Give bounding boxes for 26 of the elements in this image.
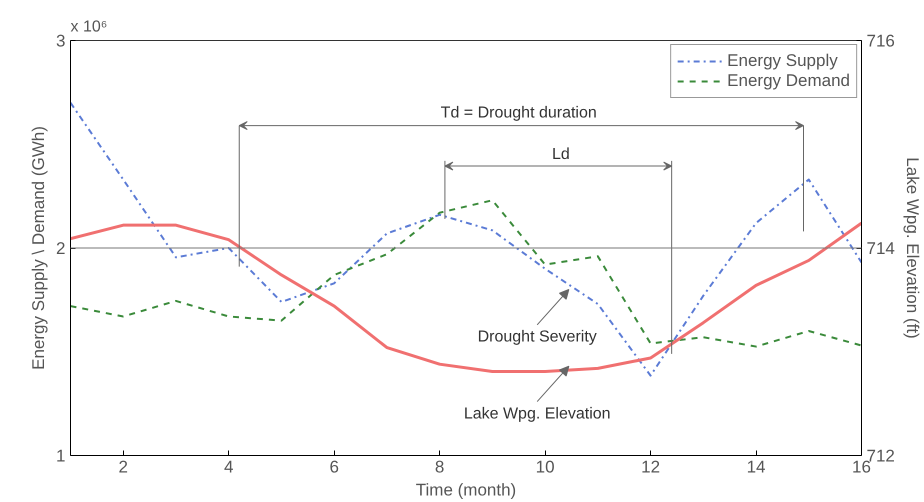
x-tick-label: 6 bbox=[329, 458, 339, 476]
x-tick-label: 14 bbox=[746, 458, 766, 476]
line-series bbox=[70, 222, 862, 373]
legend-label: Energy Demand bbox=[727, 71, 850, 91]
line-series bbox=[70, 102, 862, 377]
annotation: Lake Wpg. Elevation bbox=[464, 406, 611, 422]
y-tick-label: 1 bbox=[56, 446, 66, 466]
y-axis-title: Energy Supply \ Demand (GWh) bbox=[29, 126, 48, 370]
y2-tick-label: 714 bbox=[866, 239, 895, 258]
y-tick-label: 3 bbox=[56, 32, 66, 50]
x-tick-label: 2 bbox=[118, 458, 128, 476]
annotation: Ld bbox=[552, 146, 570, 164]
y2-tick-label: 716 bbox=[866, 32, 895, 50]
y-tick-label: 2 bbox=[56, 239, 66, 258]
x-tick-label: 12 bbox=[641, 458, 660, 476]
x-tick-label: 4 bbox=[224, 458, 234, 476]
x-axis-title: Time (month) bbox=[416, 480, 516, 500]
annotation: Drought Severity bbox=[478, 328, 597, 346]
y2-axis-title: Lake Wpg. Elevation (ft) bbox=[902, 157, 922, 339]
annotation: Td = Drought duration bbox=[440, 104, 597, 122]
x-tick-label: 16 bbox=[852, 458, 871, 476]
line-series bbox=[70, 199, 862, 348]
x-tick-label: 10 bbox=[536, 458, 555, 476]
x-tick-label: 8 bbox=[434, 458, 444, 476]
text: x 10⁶ bbox=[70, 18, 108, 36]
legend-label: Energy Supply bbox=[727, 51, 838, 71]
